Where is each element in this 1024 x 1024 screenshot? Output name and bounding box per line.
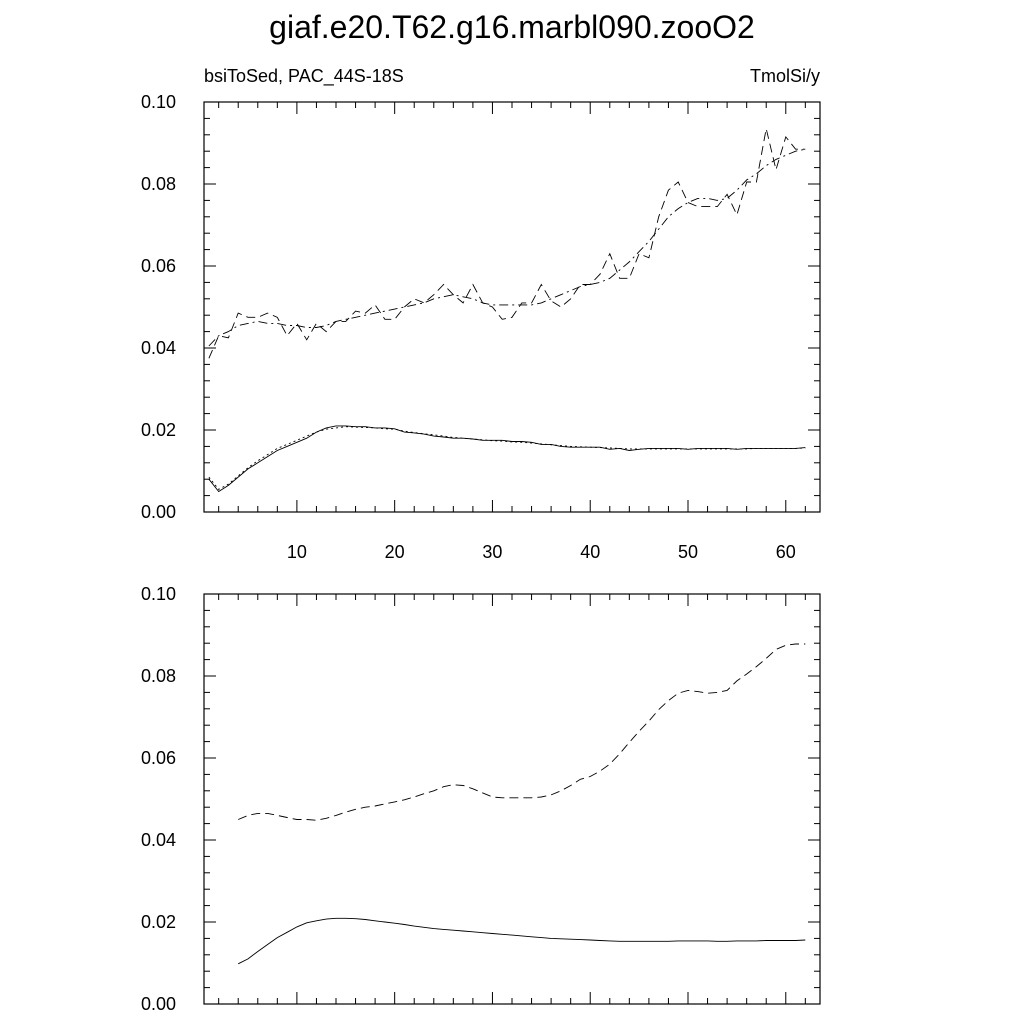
y-tick-label: 0.02 [141,420,176,440]
series-line-dashed [238,643,806,821]
series-line-solid [237,917,806,965]
plot-frame [203,101,821,513]
y-tick-label: 0.06 [141,256,176,276]
y-tick-label: 0.00 [141,994,176,1014]
x-tick-label: 10 [287,542,307,562]
units-label: TmolSi/y [750,66,820,86]
axis-tick-labels: 0.00 0.02 0.04 0.06 0.08 0.10 [141,584,176,1014]
figure-title: giaf.e20.T62.g16.marbl090.zooO2 [269,9,755,45]
series-line-dotted [208,426,806,490]
axis-tick-labels: 0.00 0.02 0.04 0.06 0.08 0.10 10 20 30 40 50 60 [141,92,796,562]
series-line-dashed [208,128,806,359]
y-tick-label: 0.02 [141,912,176,932]
y-tick-label: 0.10 [141,584,176,604]
x-tick-label: 20 [385,542,405,562]
y-tick-label: 0.06 [141,748,176,768]
plot-frame [203,593,821,1005]
series-line-solid [208,425,806,493]
axis-ticks [204,593,820,1005]
y-tick-label: 0.08 [141,666,176,686]
series-layer [208,128,806,493]
axis-ticks [204,101,820,513]
series-layer [237,643,806,965]
y-tick-label: 0.08 [141,174,176,194]
y-tick-label: 0.04 [141,830,176,850]
y-tick-label: 0.10 [141,92,176,112]
x-tick-label: 60 [776,542,796,562]
y-tick-label: 0.04 [141,338,176,358]
panel-bottom: 0.00 0.02 0.04 0.06 0.08 0.10 [141,584,821,1014]
variable-region-label: bsiToSed, PAC_44S-18S [204,66,404,87]
x-tick-label: 50 [678,542,698,562]
x-tick-label: 30 [482,542,502,562]
y-tick-label: 0.00 [141,502,176,522]
x-tick-label: 40 [580,542,600,562]
series-line-dash-dot [208,148,806,347]
panel-top: bsiToSed, PAC_44S-18S TmolSi/y 0.000.020… [141,66,821,562]
